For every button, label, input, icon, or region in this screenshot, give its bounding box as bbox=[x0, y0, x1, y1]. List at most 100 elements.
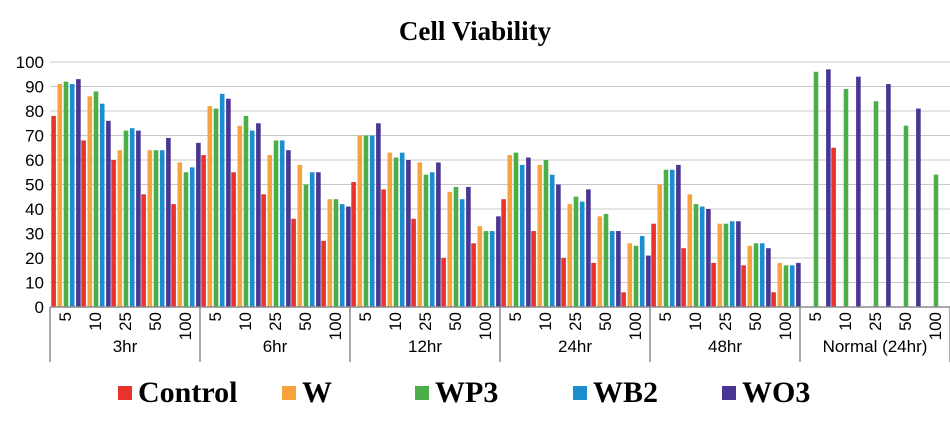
x-category-label: 5 bbox=[806, 312, 825, 321]
bar-wo3 bbox=[346, 206, 351, 307]
bar-w bbox=[657, 184, 663, 307]
x-category-label: 5 bbox=[506, 312, 525, 321]
bar-w bbox=[747, 245, 753, 307]
x-group-label: 6hr bbox=[263, 337, 288, 356]
bar-w bbox=[717, 223, 723, 307]
y-tick-label: 60 bbox=[25, 151, 44, 170]
bar-wp3 bbox=[453, 186, 459, 307]
bar-wb2 bbox=[249, 130, 255, 307]
bar-w bbox=[417, 162, 423, 307]
bar-wb2 bbox=[189, 167, 195, 307]
y-tick-label: 20 bbox=[25, 249, 44, 268]
bar-wo3 bbox=[526, 157, 531, 307]
bar-wo3 bbox=[466, 186, 471, 307]
x-category-label: 50 bbox=[146, 312, 165, 331]
x-category-label: 5 bbox=[206, 312, 225, 321]
bar-w bbox=[87, 96, 93, 307]
y-tick-label: 80 bbox=[25, 102, 44, 121]
bar-control bbox=[501, 199, 506, 307]
legend: Control W WP3 WB2 WO3 bbox=[118, 376, 810, 409]
x-category-label: 25 bbox=[266, 312, 285, 331]
x-category-label: 100 bbox=[776, 312, 795, 340]
bar-wo3 bbox=[616, 231, 621, 307]
bar-control bbox=[561, 258, 566, 307]
x-category-label: 25 bbox=[866, 312, 885, 331]
bar-wp3 bbox=[933, 174, 939, 307]
bar-w bbox=[537, 164, 543, 307]
bar-control bbox=[621, 292, 626, 307]
bar-w bbox=[597, 216, 603, 307]
bar-wb2 bbox=[309, 172, 315, 307]
bar-wo3 bbox=[256, 123, 261, 307]
bar-wp3 bbox=[633, 245, 639, 307]
bar-w bbox=[117, 150, 123, 307]
bar-wp3 bbox=[273, 140, 279, 307]
legend-label: WB2 bbox=[593, 376, 658, 409]
bar-w bbox=[147, 150, 153, 307]
bar-wo3 bbox=[646, 255, 651, 307]
bar-w bbox=[627, 243, 633, 307]
bar-wo3 bbox=[136, 130, 141, 307]
bar-wb2 bbox=[789, 265, 795, 307]
bar-wo3 bbox=[736, 221, 741, 307]
bar-control bbox=[171, 204, 176, 307]
bar-wo3 bbox=[406, 160, 411, 307]
bar-w bbox=[507, 155, 513, 307]
bar-control bbox=[351, 182, 356, 307]
x-category-label: 100 bbox=[176, 312, 195, 340]
bar-wp3 bbox=[723, 223, 729, 307]
bar-wo3 bbox=[166, 137, 171, 307]
legend-swatch bbox=[722, 386, 736, 400]
bar-w bbox=[177, 162, 183, 307]
bar-wo3 bbox=[376, 123, 381, 307]
bar-control bbox=[591, 262, 596, 307]
bar-w bbox=[567, 204, 573, 307]
x-category-label: 5 bbox=[656, 312, 675, 321]
bar-wb2 bbox=[99, 103, 105, 308]
bar-wo3 bbox=[286, 150, 291, 307]
bar-wo3 bbox=[676, 164, 681, 307]
legend-label: W bbox=[302, 376, 332, 409]
bar-wb2 bbox=[639, 235, 645, 307]
x-category-label: 50 bbox=[446, 312, 465, 331]
bar-wb2 bbox=[129, 128, 135, 307]
bar-control bbox=[81, 140, 86, 307]
bar-wo3 bbox=[706, 209, 711, 307]
x-category-label: 50 bbox=[746, 312, 765, 331]
bar-wb2 bbox=[579, 201, 585, 307]
y-tick-label: 40 bbox=[25, 200, 44, 219]
bar-wo3 bbox=[496, 216, 501, 307]
bar-control bbox=[111, 160, 116, 307]
y-tick-label: 90 bbox=[25, 78, 44, 97]
bar-wb2 bbox=[609, 231, 615, 307]
bar-control bbox=[441, 258, 446, 307]
x-category-label: 100 bbox=[476, 312, 495, 340]
bars bbox=[51, 69, 939, 308]
bar-w bbox=[687, 194, 693, 307]
bar-wb2 bbox=[279, 140, 285, 307]
bar-wb2 bbox=[699, 206, 705, 307]
bar-control bbox=[51, 115, 56, 308]
bar-w bbox=[57, 84, 63, 307]
x-category-label: 25 bbox=[566, 312, 585, 331]
bar-control bbox=[261, 194, 266, 307]
bar-wb2 bbox=[519, 164, 525, 307]
bar-wb2 bbox=[369, 135, 375, 307]
bar-wo3 bbox=[766, 248, 771, 307]
bar-wb2 bbox=[549, 174, 555, 307]
legend-swatch bbox=[573, 386, 587, 400]
bar-control bbox=[381, 189, 386, 307]
bar-wp3 bbox=[243, 115, 249, 308]
bar-wp3 bbox=[423, 174, 429, 307]
bar-w bbox=[237, 125, 243, 307]
bar-wo3 bbox=[886, 84, 891, 307]
x-category-label: 100 bbox=[326, 312, 345, 340]
bar-wp3 bbox=[573, 196, 579, 307]
bar-w bbox=[387, 152, 393, 307]
bar-control bbox=[201, 155, 206, 307]
bar-control bbox=[321, 240, 326, 307]
x-group-label: 12hr bbox=[408, 337, 442, 356]
bar-wo3 bbox=[826, 69, 831, 307]
